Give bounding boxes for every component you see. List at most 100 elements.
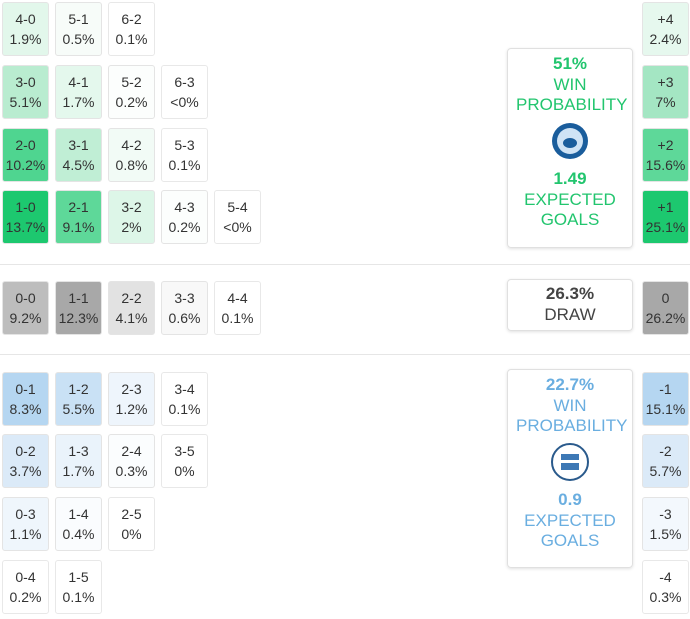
draw-probability: 26.3% bbox=[545, 284, 595, 303]
score: 5-4 bbox=[227, 199, 248, 215]
score-cell: 0-0 9.2% bbox=[2, 281, 49, 335]
score-cell: 4-4 0.1% bbox=[214, 281, 261, 335]
xg-label: EXPECTED GOALS bbox=[524, 511, 616, 550]
score-cell: 5-3 0.1% bbox=[161, 128, 208, 182]
probability: 0.5% bbox=[62, 31, 95, 47]
score-cell: 1-5 0.1% bbox=[55, 560, 102, 614]
score: 2-1 bbox=[68, 199, 89, 215]
score: 6-3 bbox=[174, 74, 195, 90]
probability: 0.6% bbox=[168, 310, 201, 326]
score-cell: 4-2 0.8% bbox=[108, 128, 155, 182]
probability: 13.7% bbox=[5, 219, 46, 235]
score-cell: +3 7% bbox=[642, 65, 689, 119]
score-cell: 1-3 1.7% bbox=[55, 434, 102, 488]
score-cell: 3-4 0.1% bbox=[161, 372, 208, 426]
win-probability: 22.7% bbox=[545, 375, 595, 394]
score-cell: -1 15.1% bbox=[642, 372, 689, 426]
score-cell: 2-0 10.2% bbox=[2, 128, 49, 182]
score: 2-4 bbox=[121, 443, 142, 459]
score: 0-2 bbox=[15, 443, 36, 459]
home-summary: 51% WIN PROBABILITY 1.49 EXPECTED GOALS bbox=[507, 48, 633, 248]
probability: <0% bbox=[223, 219, 252, 235]
probability: 7% bbox=[655, 94, 676, 110]
score-cell: 2-4 0.3% bbox=[108, 434, 155, 488]
separator bbox=[0, 354, 690, 355]
score: 4-2 bbox=[121, 137, 142, 153]
score-cell: 0-2 3.7% bbox=[2, 434, 49, 488]
score: 4-1 bbox=[68, 74, 89, 90]
score-cell: +2 15.6% bbox=[642, 128, 689, 182]
probability: 1.9% bbox=[9, 31, 42, 47]
score-cell: 5-4 <0% bbox=[214, 190, 261, 244]
score: 0-3 bbox=[15, 506, 36, 522]
expected-goals: 1.49 bbox=[553, 169, 587, 188]
probability: 5.5% bbox=[62, 401, 95, 417]
score: 4-4 bbox=[227, 290, 248, 306]
probability: 4.5% bbox=[62, 157, 95, 173]
score-cell: 3-3 0.6% bbox=[161, 281, 208, 335]
expected-goals: 0.9 bbox=[558, 490, 582, 509]
win-probability: 51% bbox=[552, 54, 588, 73]
away-logo bbox=[551, 443, 589, 481]
score-cell: 2-5 0% bbox=[108, 497, 155, 551]
probability: 0.3% bbox=[115, 463, 148, 479]
probability: 15.6% bbox=[645, 157, 686, 173]
score: 3-0 bbox=[15, 74, 36, 90]
score-cell: 4-3 0.2% bbox=[161, 190, 208, 244]
score: 5-3 bbox=[174, 137, 195, 153]
probability: 1.1% bbox=[9, 526, 42, 542]
probability: 2.4% bbox=[649, 31, 682, 47]
score-cell: 0-4 0.2% bbox=[2, 560, 49, 614]
probability: 0.3% bbox=[649, 589, 682, 605]
probability: 4.1% bbox=[115, 310, 148, 326]
score: -3 bbox=[659, 506, 672, 522]
away-summary: 22.7% WIN PROBABILITY 0.9 EXPECTED GOALS bbox=[507, 369, 633, 568]
score: +2 bbox=[657, 137, 674, 153]
score-cell: 3-2 2% bbox=[108, 190, 155, 244]
score: -1 bbox=[659, 381, 672, 397]
probability: 0.8% bbox=[115, 157, 148, 173]
score: 2-5 bbox=[121, 506, 142, 522]
probability: 0% bbox=[174, 463, 195, 479]
probability: 0.4% bbox=[62, 526, 95, 542]
score: 3-4 bbox=[174, 381, 195, 397]
probability: 1.5% bbox=[649, 526, 682, 542]
probability: 0% bbox=[121, 526, 142, 542]
probability: 15.1% bbox=[645, 401, 686, 417]
score-cell: 1-2 5.5% bbox=[55, 372, 102, 426]
score: 2-2 bbox=[121, 290, 142, 306]
score: 4-0 bbox=[15, 11, 36, 27]
win-label: WIN PROBABILITY bbox=[516, 75, 628, 114]
score: 1-1 bbox=[68, 290, 89, 306]
score-cell: 2-1 9.1% bbox=[55, 190, 102, 244]
probability: 5.7% bbox=[649, 463, 682, 479]
draw-label: DRAW bbox=[544, 305, 596, 324]
probability: 9.2% bbox=[9, 310, 42, 326]
score: +1 bbox=[657, 199, 674, 215]
score-cell: -3 1.5% bbox=[642, 497, 689, 551]
draw-summary: 26.3% DRAW bbox=[507, 279, 633, 331]
score: 1-3 bbox=[68, 443, 89, 459]
score-cell: 0-3 1.1% bbox=[2, 497, 49, 551]
probability: 0.1% bbox=[221, 310, 254, 326]
separator bbox=[0, 264, 690, 265]
score: +4 bbox=[657, 11, 674, 27]
score: 4-3 bbox=[174, 199, 195, 215]
score: 0-1 bbox=[15, 381, 36, 397]
score: 5-1 bbox=[68, 11, 89, 27]
score-cell: 0 26.2% bbox=[642, 281, 689, 335]
score-cell: 0-1 8.3% bbox=[2, 372, 49, 426]
score-cell: +4 2.4% bbox=[642, 2, 689, 56]
score-cell: 3-0 5.1% bbox=[2, 65, 49, 119]
score-cell: -4 0.3% bbox=[642, 560, 689, 614]
score: 1-5 bbox=[68, 569, 89, 585]
probability: 10.2% bbox=[5, 157, 46, 173]
probability: 0.1% bbox=[168, 157, 201, 173]
probability: 0.1% bbox=[115, 31, 148, 47]
win-label: WIN PROBABILITY bbox=[516, 396, 628, 435]
score: +3 bbox=[657, 74, 674, 90]
score: 0 bbox=[661, 290, 670, 306]
probability: 8.3% bbox=[9, 401, 42, 417]
score: 0-4 bbox=[15, 569, 36, 585]
